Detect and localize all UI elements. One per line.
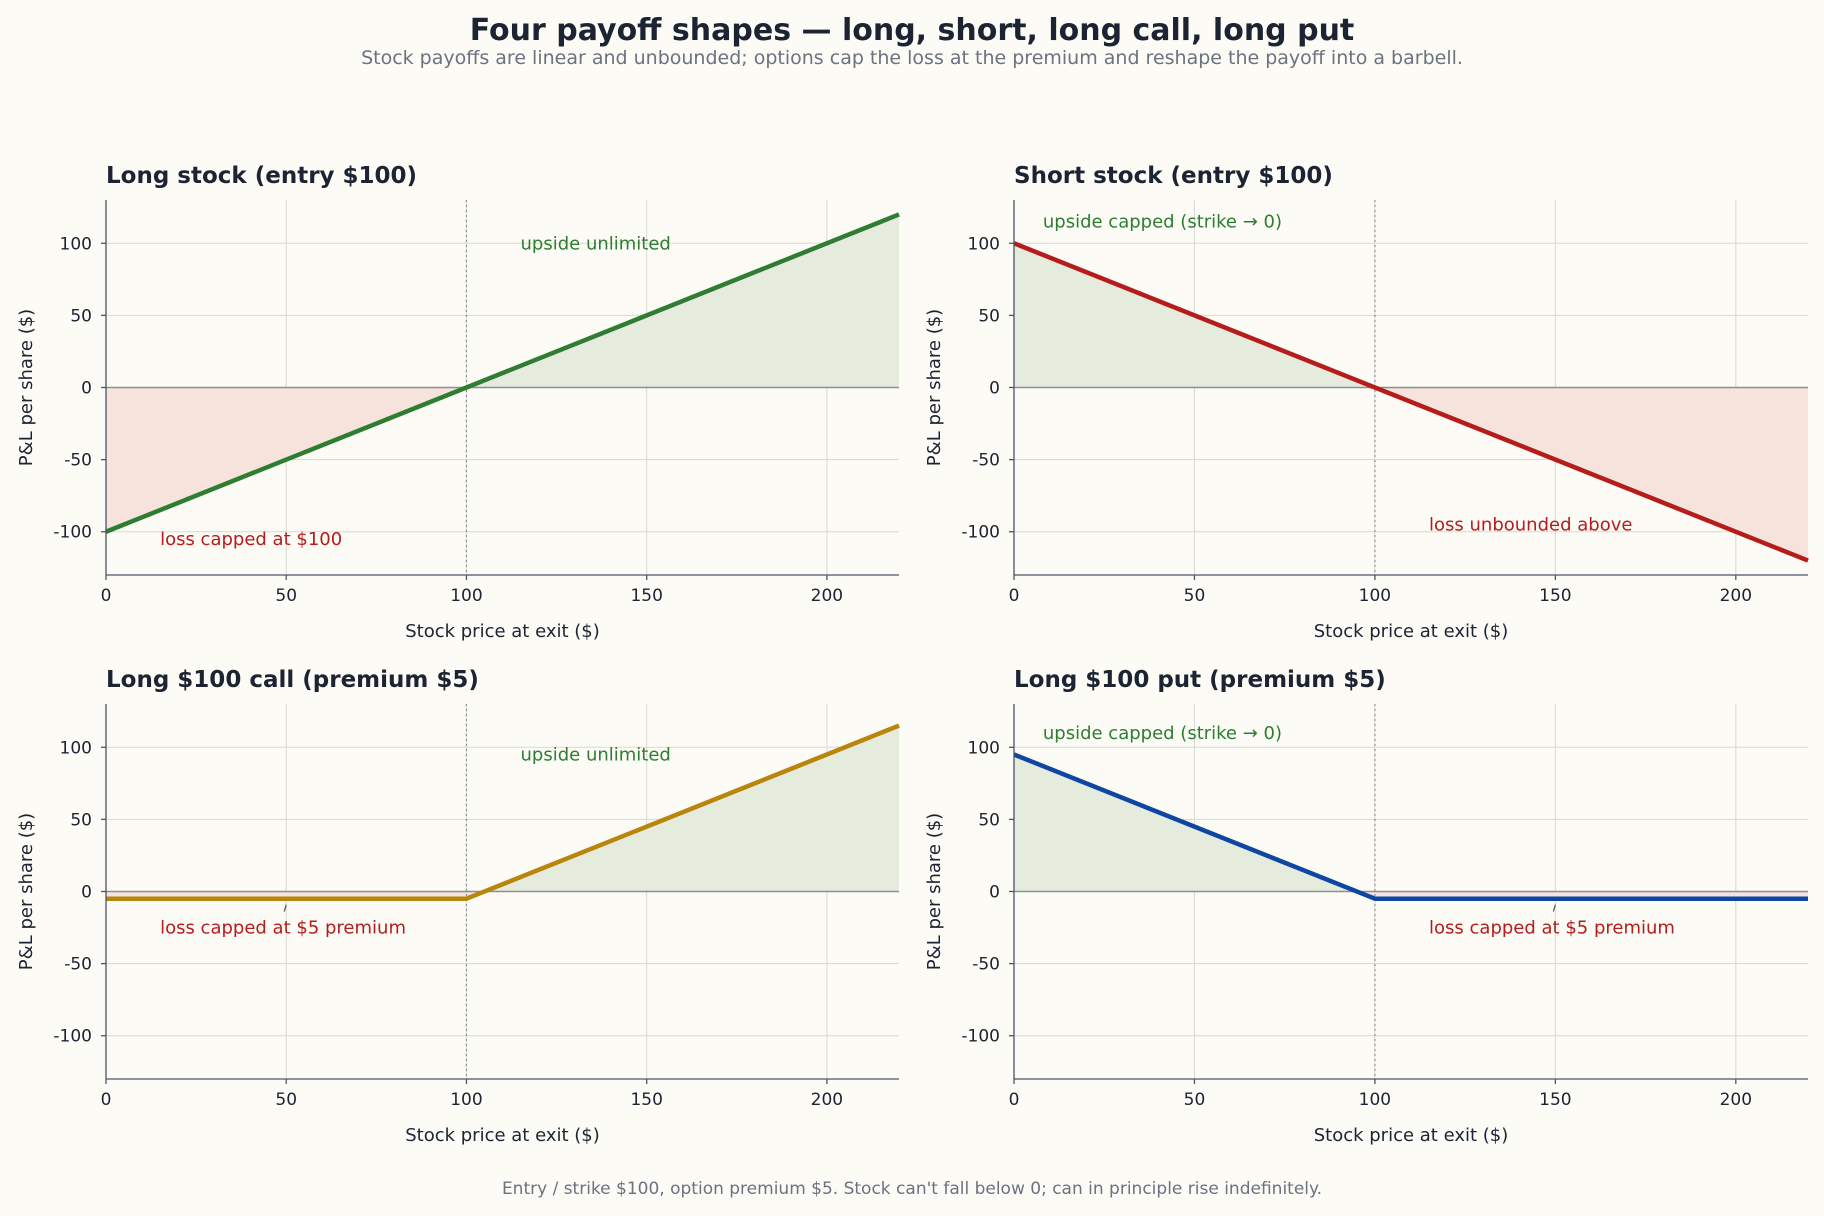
x-tick-label: 100 <box>1359 586 1391 606</box>
gain-area <box>1014 243 1808 388</box>
y-tick-label: 50 <box>70 810 92 830</box>
y-tick-label: 0 <box>81 883 92 903</box>
x-tick-label: 100 <box>1359 1090 1391 1110</box>
annotation-loss: loss capped at $5 premium <box>1429 918 1675 939</box>
y-tick-label: -50 <box>972 955 1000 975</box>
x-tick-label: 50 <box>1184 1090 1206 1110</box>
figure-title: Four payoff shapes — long, short, long c… <box>470 13 1355 48</box>
y-tick-label: -50 <box>64 451 92 471</box>
panel-4: Long $100 put (premium $5) 0 50 100 150 200 -1… <box>924 667 1808 1146</box>
loss-area <box>106 387 899 532</box>
annotation-gain: upside capped (strike → 0) <box>1043 212 1282 233</box>
y-tick-label: -100 <box>961 523 1000 543</box>
x-axis-label: Stock price at exit ($) <box>405 1125 600 1146</box>
gain-area <box>1014 754 1808 892</box>
annotation-loss: loss capped at $5 premium <box>160 918 406 939</box>
x-tick-label: 50 <box>275 586 297 606</box>
panel-3: Long $100 call (premium $5) 0 50 100 150 200 -… <box>16 667 900 1146</box>
annotation-gain: upside unlimited <box>521 233 671 254</box>
panel-1: Long stock (entry $100) 0 50 100 150 200 -100 -… <box>16 163 900 642</box>
x-tick-label: 200 <box>1720 1090 1752 1110</box>
y-tick-label: -100 <box>53 1027 92 1047</box>
panel-title: Long $100 put (premium $5) <box>1014 667 1386 693</box>
y-tick-label: -50 <box>64 955 92 975</box>
x-tick-label: 0 <box>1009 586 1020 606</box>
y-tick-label: 0 <box>989 883 1000 903</box>
x-tick-label: 100 <box>450 586 482 606</box>
y-axis-label: P&L per share ($) <box>924 813 945 970</box>
x-tick-label: 200 <box>811 1090 843 1110</box>
annotation-leader <box>1552 904 1556 912</box>
y-axis-label: P&L per share ($) <box>16 309 37 466</box>
panel-2: Short stock (entry $100) 0 50 100 150 200 -100… <box>924 163 1809 642</box>
y-axis-label: P&L per share ($) <box>924 309 945 466</box>
annotation-gain: upside capped (strike → 0) <box>1043 723 1282 744</box>
x-axis-label: Stock price at exit ($) <box>405 621 600 642</box>
figure-footer: Entry / strike $100, option premium $5. … <box>502 1179 1322 1199</box>
x-axis-label: Stock price at exit ($) <box>1314 621 1509 642</box>
panel-title: Short stock (entry $100) <box>1014 163 1333 189</box>
x-tick-label: 0 <box>1009 1090 1020 1110</box>
x-tick-label: 150 <box>630 1090 662 1110</box>
y-tick-label: 100 <box>60 234 92 254</box>
panels: Long stock (entry $100) 0 50 100 150 200 -100 -… <box>16 163 1809 1146</box>
panel-title: Long $100 call (premium $5) <box>106 667 479 693</box>
y-tick-label: 100 <box>60 738 92 758</box>
payoff-line <box>1013 752 1808 901</box>
y-tick-label: 50 <box>978 306 1000 326</box>
annotation-leader <box>283 904 287 912</box>
gain-area <box>106 214 899 388</box>
panel-title: Long stock (entry $100) <box>106 163 417 189</box>
loss-area <box>1014 387 1808 561</box>
y-tick-label: 50 <box>978 810 1000 830</box>
annotation-gain: upside unlimited <box>521 744 671 765</box>
x-axis-label: Stock price at exit ($) <box>1314 1125 1509 1146</box>
x-tick-label: 150 <box>630 586 662 606</box>
x-tick-label: 0 <box>101 586 112 606</box>
x-tick-label: 150 <box>1539 1090 1571 1110</box>
y-tick-label: 50 <box>70 306 92 326</box>
x-tick-label: 100 <box>450 1090 482 1110</box>
payoff-line <box>1013 241 1809 563</box>
x-tick-label: 50 <box>275 1090 297 1110</box>
annotation-loss: loss unbounded above <box>1429 515 1632 536</box>
annotation-loss: loss capped at $100 <box>160 529 342 550</box>
x-tick-label: 200 <box>811 586 843 606</box>
y-tick-label: -100 <box>53 523 92 543</box>
figure-subtitle: Stock payoffs are linear and unbounded; … <box>361 47 1463 69</box>
y-axis-label: P&L per share ($) <box>16 813 37 970</box>
y-tick-label: 0 <box>81 379 92 399</box>
x-tick-label: 50 <box>1184 586 1206 606</box>
y-tick-label: -50 <box>972 451 1000 471</box>
gain-area <box>106 725 899 892</box>
x-tick-label: 0 <box>101 1090 112 1110</box>
payoff-line <box>105 212 900 534</box>
x-tick-label: 150 <box>1539 586 1571 606</box>
y-tick-label: 100 <box>968 738 1000 758</box>
x-tick-label: 200 <box>1720 586 1752 606</box>
y-tick-label: 0 <box>989 379 1000 399</box>
y-tick-label: -100 <box>961 1027 1000 1047</box>
payoff-line <box>106 723 900 901</box>
y-tick-label: 100 <box>968 234 1000 254</box>
